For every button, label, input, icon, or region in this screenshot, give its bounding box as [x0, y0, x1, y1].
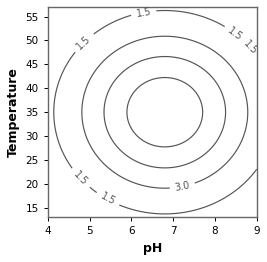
- Text: 1.5: 1.5: [242, 39, 260, 57]
- Text: 1.5: 1.5: [226, 25, 245, 42]
- Text: 1.5: 1.5: [135, 6, 152, 19]
- Text: 3.0: 3.0: [174, 180, 191, 193]
- Y-axis label: Temperature: Temperature: [7, 67, 20, 157]
- Text: 1.5: 1.5: [75, 34, 93, 51]
- Text: 1.5: 1.5: [99, 192, 117, 208]
- X-axis label: pH: pH: [143, 242, 162, 255]
- Text: 1.5: 1.5: [72, 169, 89, 187]
